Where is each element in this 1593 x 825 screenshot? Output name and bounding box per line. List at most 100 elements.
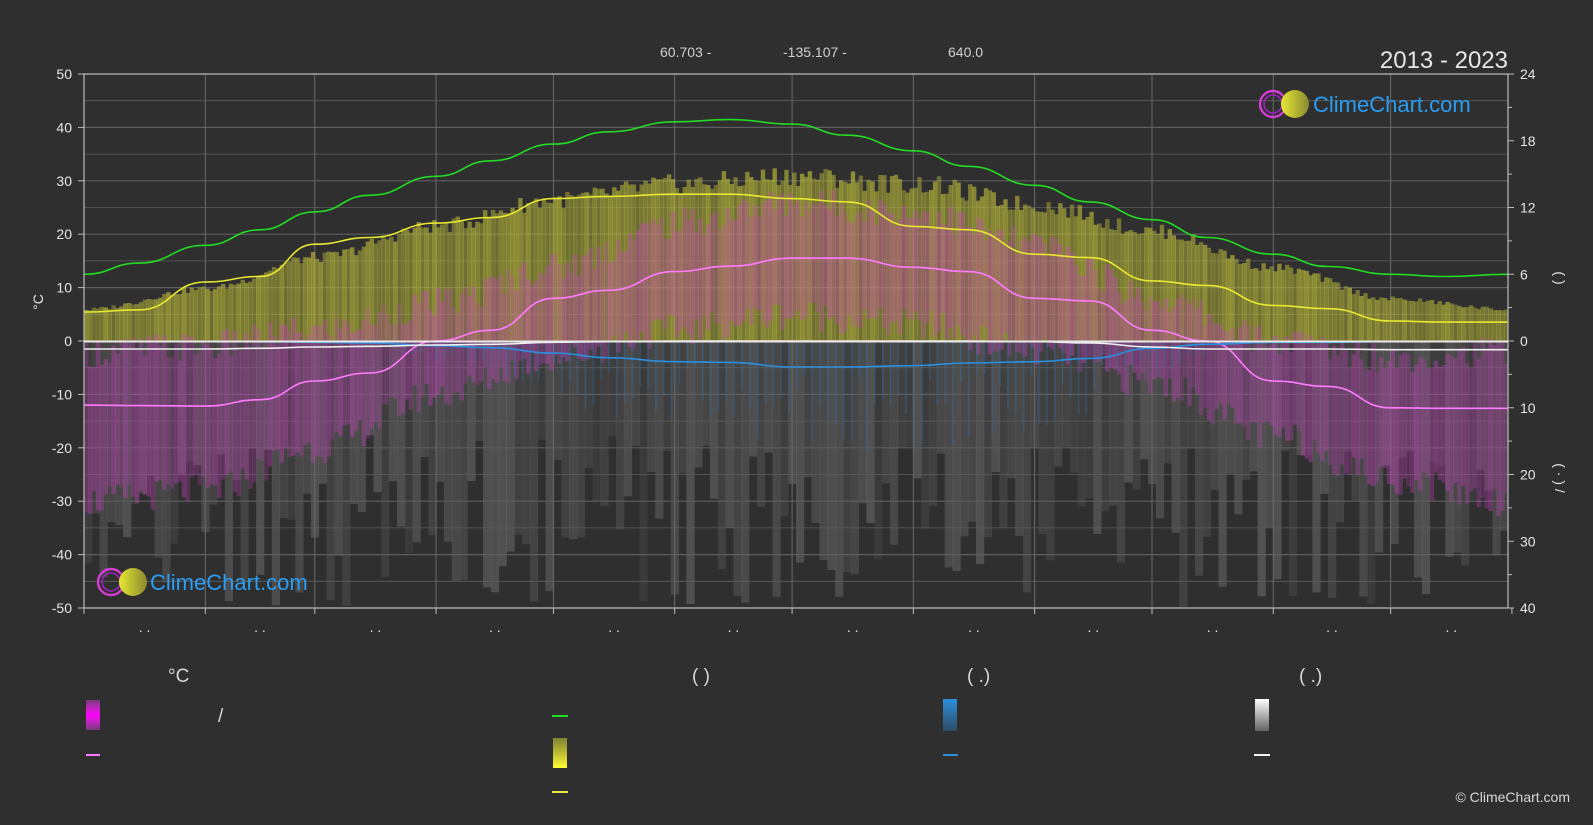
- sunshine-daily-bar: [569, 195, 574, 341]
- precip-background-bar: [968, 341, 977, 522]
- x-axis: . . . . . . . . . . . . . . . . . . . . . . . .: [83, 608, 1513, 635]
- temperature-daily-bar: [616, 239, 621, 353]
- rain-daily-bar: [929, 341, 931, 381]
- precip-background-bar: [569, 341, 578, 540]
- sunshine-daily-bar: [917, 177, 922, 341]
- sunshine-daily-bar: [1394, 298, 1399, 341]
- sunshine-daily-bar: [627, 184, 633, 341]
- precip-background-bar: [1437, 341, 1446, 466]
- temperature-daily-bar: [1234, 344, 1239, 424]
- rain-daily-bar: [490, 341, 493, 367]
- temperature-daily-bar: [1085, 259, 1090, 358]
- temperature-daily-bar: [569, 272, 574, 344]
- sunshine-daily-bar: [921, 192, 926, 341]
- temperature-daily-bar: [831, 190, 836, 317]
- precip-background-bar: [913, 341, 922, 479]
- sunshine-daily-bar: [1003, 199, 1008, 341]
- sunshine-daily-bar: [373, 243, 378, 341]
- sunshine-daily-bar: [749, 177, 754, 341]
- sunshine-daily-bar: [138, 302, 144, 341]
- temperature-daily-bar: [150, 342, 155, 510]
- precip-background-bar: [1296, 341, 1305, 455]
- temperature-daily-bar: [846, 221, 852, 316]
- rain-daily-bar: [561, 341, 563, 393]
- temperature-daily-bar: [655, 224, 660, 319]
- sunshine-daily-bar: [1073, 216, 1079, 341]
- rain-daily-bar: [1163, 341, 1166, 368]
- temperature-daily-bar: [706, 224, 711, 330]
- temperature-daily-bar: [964, 226, 969, 340]
- y-axis-label-right-bottom: ( · ) /: [1552, 463, 1568, 493]
- temperature-daily-bar: [498, 274, 504, 368]
- sunshine-daily-bar: [479, 223, 484, 341]
- temperature-daily-bar: [1316, 343, 1321, 454]
- temperature-daily-bar: [1265, 347, 1270, 422]
- brand-logo-bottom[interactable]: ClimeChart.com: [96, 567, 308, 597]
- temperature-daily-bar: [862, 221, 867, 310]
- temperature-daily-bar: [913, 210, 918, 312]
- sunshine-daily-bar: [1198, 242, 1204, 341]
- temperature-daily-bar: [1281, 340, 1286, 428]
- sunshine-daily-bar: [502, 212, 507, 341]
- temperature-daily-bar: [307, 335, 312, 443]
- temperature-daily-bar: [799, 216, 805, 321]
- temperature-daily-bar: [271, 336, 277, 452]
- sunshine-daily-bar: [1332, 282, 1337, 341]
- temperature-daily-bar: [1304, 340, 1309, 459]
- precip-background-bar: [256, 341, 265, 575]
- sunshine-daily-bar: [142, 299, 148, 341]
- temperature-daily-bar: [1378, 356, 1384, 467]
- rain-daily-bar: [592, 341, 595, 405]
- temperature-daily-bar: [1484, 349, 1489, 509]
- sunshine-daily-bar: [651, 177, 656, 341]
- temperature-daily-bar: [827, 209, 832, 319]
- y-tick-label-left: 40: [56, 119, 72, 135]
- sunshine-daily-bar: [510, 208, 515, 341]
- temperature-daily-bar: [369, 324, 374, 429]
- sunshine-daily-bar: [397, 234, 402, 341]
- sunshine-daily-bar: [819, 173, 824, 341]
- sunshine-daily-bar: [631, 184, 637, 341]
- period-label: 2013 - 2023: [1380, 47, 1508, 74]
- precip-background-bar: [663, 341, 672, 452]
- sunshine-daily-bar: [1171, 235, 1176, 341]
- sunshine-daily-bar: [275, 268, 281, 341]
- precip-background-bar: [428, 341, 437, 536]
- sunshine-daily-bar: [932, 181, 938, 341]
- temperature-daily-bar: [936, 211, 942, 332]
- sunshine-daily-bar: [1062, 208, 1067, 341]
- sunshine-daily-bar: [240, 279, 245, 341]
- brand-text-top: ClimeChart.com: [1313, 92, 1471, 117]
- precip-background-bar: [1257, 341, 1266, 597]
- temperature-daily-bar: [1472, 343, 1478, 489]
- precip-background-bar: [647, 341, 656, 472]
- precip-background-bar: [350, 341, 359, 504]
- precip-background-bar: [1508, 341, 1516, 503]
- legend-snow-bar-swatch: [1255, 699, 1269, 731]
- sunshine-daily-bar: [369, 238, 374, 341]
- temperature-daily-bar: [1054, 238, 1059, 340]
- temperature-daily-bar: [960, 212, 965, 336]
- temperature-daily-bar: [870, 211, 875, 318]
- precip-background-bar: [475, 341, 484, 442]
- rain-daily-bar: [1101, 341, 1103, 366]
- sunshine-daily-bar: [475, 221, 480, 341]
- sunshine-daily-bar: [1124, 231, 1129, 341]
- sunshine-daily-bar: [467, 221, 472, 341]
- x-tick-label: . .: [254, 619, 266, 635]
- precip-background-bar: [1281, 341, 1290, 451]
- sunshine-daily-bar: [271, 267, 277, 341]
- precip-background-bar: [1007, 341, 1016, 479]
- x-tick-label: . .: [370, 619, 382, 635]
- sunshine-daily-bar: [592, 187, 597, 341]
- precip-background-bar: [146, 341, 155, 476]
- sunshine-daily-bar: [557, 196, 562, 341]
- precip-background-bar: [271, 341, 280, 606]
- brand-logo-top[interactable]: ClimeChart.com: [1258, 89, 1471, 119]
- temperature-daily-bar: [768, 192, 773, 321]
- precip-background-bar: [1461, 341, 1470, 566]
- sunshine-daily-bar: [1140, 233, 1145, 341]
- rain-daily-bar: [545, 341, 548, 356]
- precip-background-bar: [1335, 341, 1345, 523]
- temperature-daily-bar: [545, 266, 550, 364]
